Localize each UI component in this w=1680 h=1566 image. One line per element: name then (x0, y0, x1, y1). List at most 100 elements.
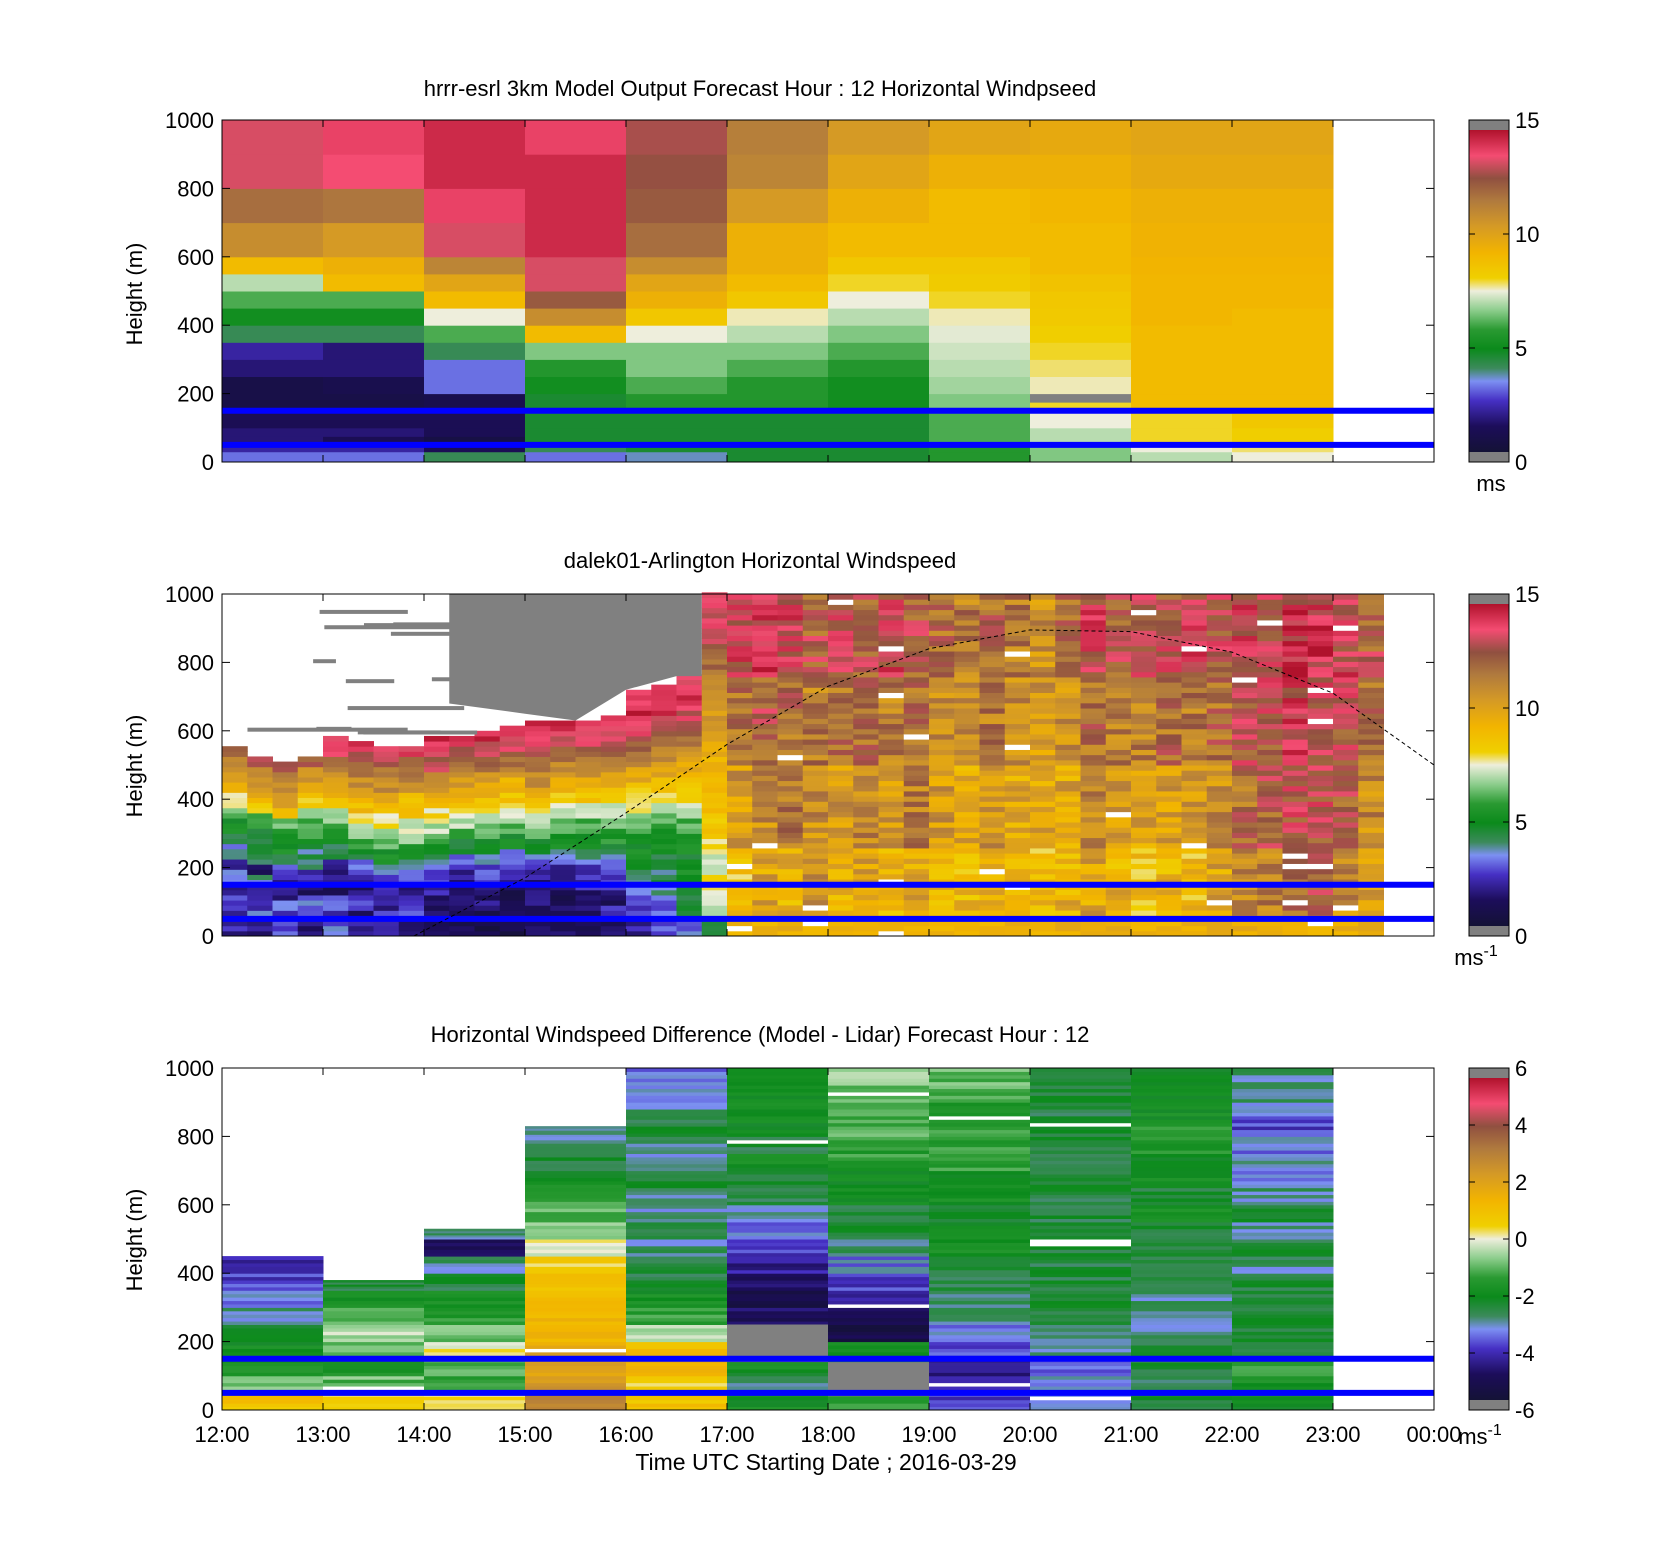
heatmap-cell (449, 761, 475, 768)
heatmap-cell (1257, 853, 1283, 859)
heatmap-cell (449, 771, 475, 778)
heatmap-cell (828, 759, 854, 766)
heatmap-cell (651, 776, 677, 783)
heatmap-cell (626, 1208, 728, 1213)
heatmap-cell (348, 828, 374, 834)
heatmap-cell (727, 1307, 829, 1312)
heatmap-cell (828, 1068, 930, 1072)
heatmap-cell (727, 827, 753, 833)
heatmap-cell (1105, 739, 1132, 745)
heatmap-cell (1181, 676, 1208, 683)
heatmap-cell (828, 1334, 930, 1339)
heatmap-cell (424, 1345, 526, 1349)
heatmap-cell (525, 900, 551, 906)
heatmap-cell (1131, 1208, 1233, 1213)
heatmap-cell (222, 1368, 324, 1373)
heatmap-cell (651, 766, 677, 773)
heatmap-cell (1358, 733, 1384, 740)
heatmap-cell (1105, 749, 1132, 756)
heatmap-cell (1232, 640, 1258, 647)
heatmap-cell (651, 710, 677, 716)
heatmap-cell (626, 308, 728, 326)
heatmap-cell (1282, 594, 1309, 600)
heatmap-cell (247, 848, 273, 855)
heatmap-cell (323, 154, 425, 189)
heatmap-cell (1181, 604, 1208, 611)
heatmap-cell (1030, 599, 1056, 605)
heatmap-cell (1282, 822, 1309, 828)
heatmap-cell (1232, 1348, 1334, 1353)
heatmap-cell (802, 863, 829, 870)
heatmap-cell (979, 837, 1006, 844)
heatmap-cell (1004, 837, 1031, 844)
heatmap-cell (903, 790, 930, 797)
heatmap-cell (1030, 1146, 1132, 1151)
heatmap-cell (701, 602, 728, 609)
heatmap-cell (979, 739, 1006, 745)
heatmap-cell (828, 273, 930, 292)
heatmap-cell (701, 638, 728, 645)
heatmap-cell (424, 894, 450, 901)
heatmap-cell (802, 645, 829, 652)
heatmap-cell (777, 785, 804, 792)
heatmap-cell (1105, 910, 1132, 916)
heatmap-cell (853, 759, 879, 766)
heatmap-cell (1004, 676, 1031, 683)
heatmap-cell (676, 828, 703, 834)
heatmap-cell (676, 684, 703, 691)
heatmap-cell (600, 761, 627, 768)
heatmap-cell (1131, 609, 1157, 616)
heatmap-cell (1156, 801, 1182, 807)
heatmap-cell (802, 614, 829, 621)
heatmap-cell (575, 756, 602, 763)
heatmap-cell (626, 1194, 728, 1199)
heatmap-cell (626, 1129, 728, 1134)
heatmap-cell (1282, 904, 1309, 911)
heatmap-cell (525, 256, 627, 275)
heatmap-cell (1156, 687, 1182, 693)
heatmap-cell (1307, 899, 1334, 906)
heatmap-cell (752, 651, 778, 657)
heatmap-cell (1131, 1150, 1233, 1154)
heatmap-cell (272, 843, 299, 850)
heatmap-cell (777, 682, 804, 688)
heatmap-cell (272, 818, 299, 824)
heatmap-cell (1030, 806, 1056, 813)
heatmap-cell (424, 325, 526, 343)
heatmap-cell (802, 790, 829, 797)
heatmap-cell (424, 410, 526, 429)
heatmap-cell (1206, 645, 1233, 652)
heatmap-cell (979, 609, 1006, 616)
heatmap-cell (1055, 894, 1081, 901)
heatmap-cell (247, 828, 273, 834)
heatmap-cell (1206, 894, 1233, 901)
heatmap-cell (929, 393, 1031, 412)
heatmap-cell (701, 833, 728, 840)
heatmap-cell (297, 859, 324, 865)
heatmap-cell (878, 785, 905, 792)
heatmap-cell (752, 645, 778, 652)
heatmap-cell (1257, 910, 1283, 916)
heatmap-cell (1030, 676, 1056, 683)
heatmap-cell (752, 692, 778, 699)
heatmap-cell (525, 1211, 627, 1216)
heatmap-cell (424, 273, 526, 292)
heatmap-cell (727, 1163, 829, 1168)
heatmap-cell (499, 771, 526, 778)
heatmap-cell (626, 444, 728, 453)
heatmap-cell (903, 842, 930, 849)
heatmap-cell (449, 807, 475, 814)
heatmap-cell (1004, 847, 1031, 854)
heatmap-cell (1030, 630, 1056, 636)
heatmap-cell (1080, 619, 1107, 626)
heatmap-cell (727, 342, 829, 360)
heatmap-cell (1206, 796, 1233, 802)
heatmap-cell (676, 833, 703, 840)
heatmap-cell (853, 868, 879, 875)
heatmap-cell (1307, 837, 1334, 844)
heatmap-cell (1030, 273, 1132, 292)
heatmap-cell (727, 1197, 829, 1202)
heatmap-cell (1232, 1403, 1334, 1408)
heatmap-cell (1156, 640, 1182, 647)
heatmap-cell (1156, 925, 1182, 932)
